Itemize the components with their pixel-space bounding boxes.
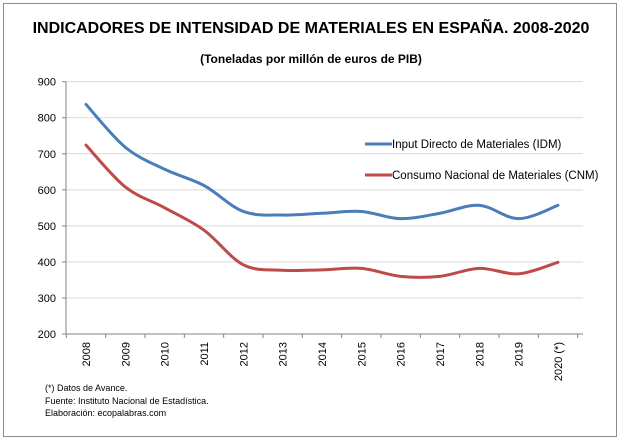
- y-tick-label: 300: [38, 293, 56, 305]
- x-tick-label: 2016: [396, 342, 408, 366]
- y-tick-label: 700: [38, 149, 56, 161]
- x-tick-label: 2008: [81, 342, 93, 366]
- x-tick-label: 2017: [435, 342, 447, 366]
- y-tick-label: 600: [38, 185, 56, 197]
- note-credit: Elaboración: ecopalabras.com: [45, 408, 167, 418]
- x-tick-label: 2018: [474, 342, 486, 366]
- series-line-idm: [84, 102, 560, 221]
- y-tick-label: 200: [38, 329, 56, 341]
- x-tick-label: 2020 (*): [553, 342, 565, 381]
- legend-label: Input Directo de Materiales (IDM): [392, 139, 562, 151]
- y-tick-label: 900: [38, 77, 56, 89]
- x-tick-label: 2011: [199, 342, 211, 366]
- note-avance: (*) Datos de Avance.: [45, 383, 128, 393]
- note-source: Fuente: Instituto Nacional de Estadístic…: [45, 395, 209, 406]
- legend-label: Consumo Nacional de Materiales (CNM): [392, 170, 599, 182]
- y-tick-label: 800: [38, 113, 56, 125]
- x-tick-label: 2009: [120, 342, 132, 366]
- chart-title: INDICADORES DE INTENSIDAD DE MATERIALES …: [32, 20, 590, 37]
- x-tick-label: 2013: [278, 342, 290, 366]
- footnotes: (*) Datos de Avance. Fuente: Instituto N…: [45, 382, 209, 420]
- y-tick-label: 400: [38, 257, 56, 269]
- x-tick-label: 2019: [514, 342, 526, 366]
- x-tick-label: 2010: [160, 342, 172, 366]
- x-tick-label: 2012: [238, 342, 250, 366]
- chart-border: [3, 3, 617, 437]
- x-tick-label: 2014: [317, 342, 329, 366]
- chart-subtitle: (Toneladas por millón de euros de PIB): [200, 52, 422, 66]
- y-tick-label: 500: [38, 221, 56, 233]
- x-tick-label: 2015: [356, 342, 368, 366]
- series-line-cnm: [84, 143, 560, 279]
